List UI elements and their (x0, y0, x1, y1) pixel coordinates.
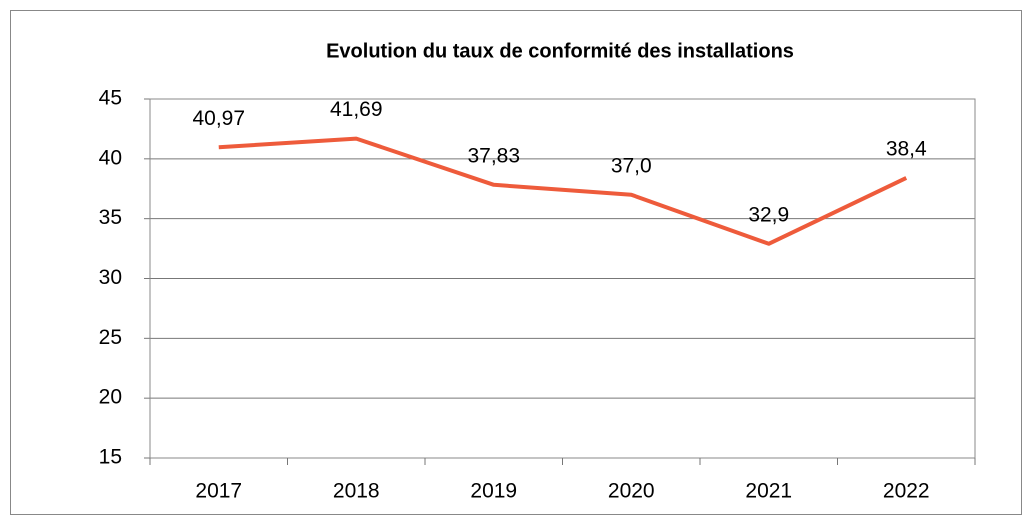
chart-border (10, 10, 1022, 515)
x-tick-label: 2017 (195, 480, 242, 503)
x-tick-label: 2020 (608, 480, 655, 503)
y-tick-label: 35 (99, 206, 122, 229)
y-tick-label: 30 (99, 266, 122, 289)
x-tick-label: 2021 (745, 480, 792, 503)
data-label: 32,9 (748, 203, 789, 226)
x-tick-label: 2019 (470, 480, 517, 503)
x-tick-label: 2022 (883, 480, 930, 503)
x-tick-label: 2018 (333, 480, 380, 503)
data-label: 37,83 (467, 144, 520, 167)
chart-title: Evolution du taux de conformité des inst… (326, 40, 794, 62)
data-label: 40,97 (192, 107, 245, 130)
data-label: 37,0 (611, 154, 652, 177)
y-tick-label: 25 (99, 326, 122, 349)
y-tick-label: 15 (99, 446, 122, 469)
y-tick-label: 20 (99, 386, 122, 409)
data-label: 38,4 (886, 138, 927, 161)
data-line (218, 136, 908, 246)
y-tick-label: 40 (99, 146, 122, 169)
data-label: 41,69 (330, 98, 383, 121)
y-tick-label: 45 (99, 87, 122, 110)
